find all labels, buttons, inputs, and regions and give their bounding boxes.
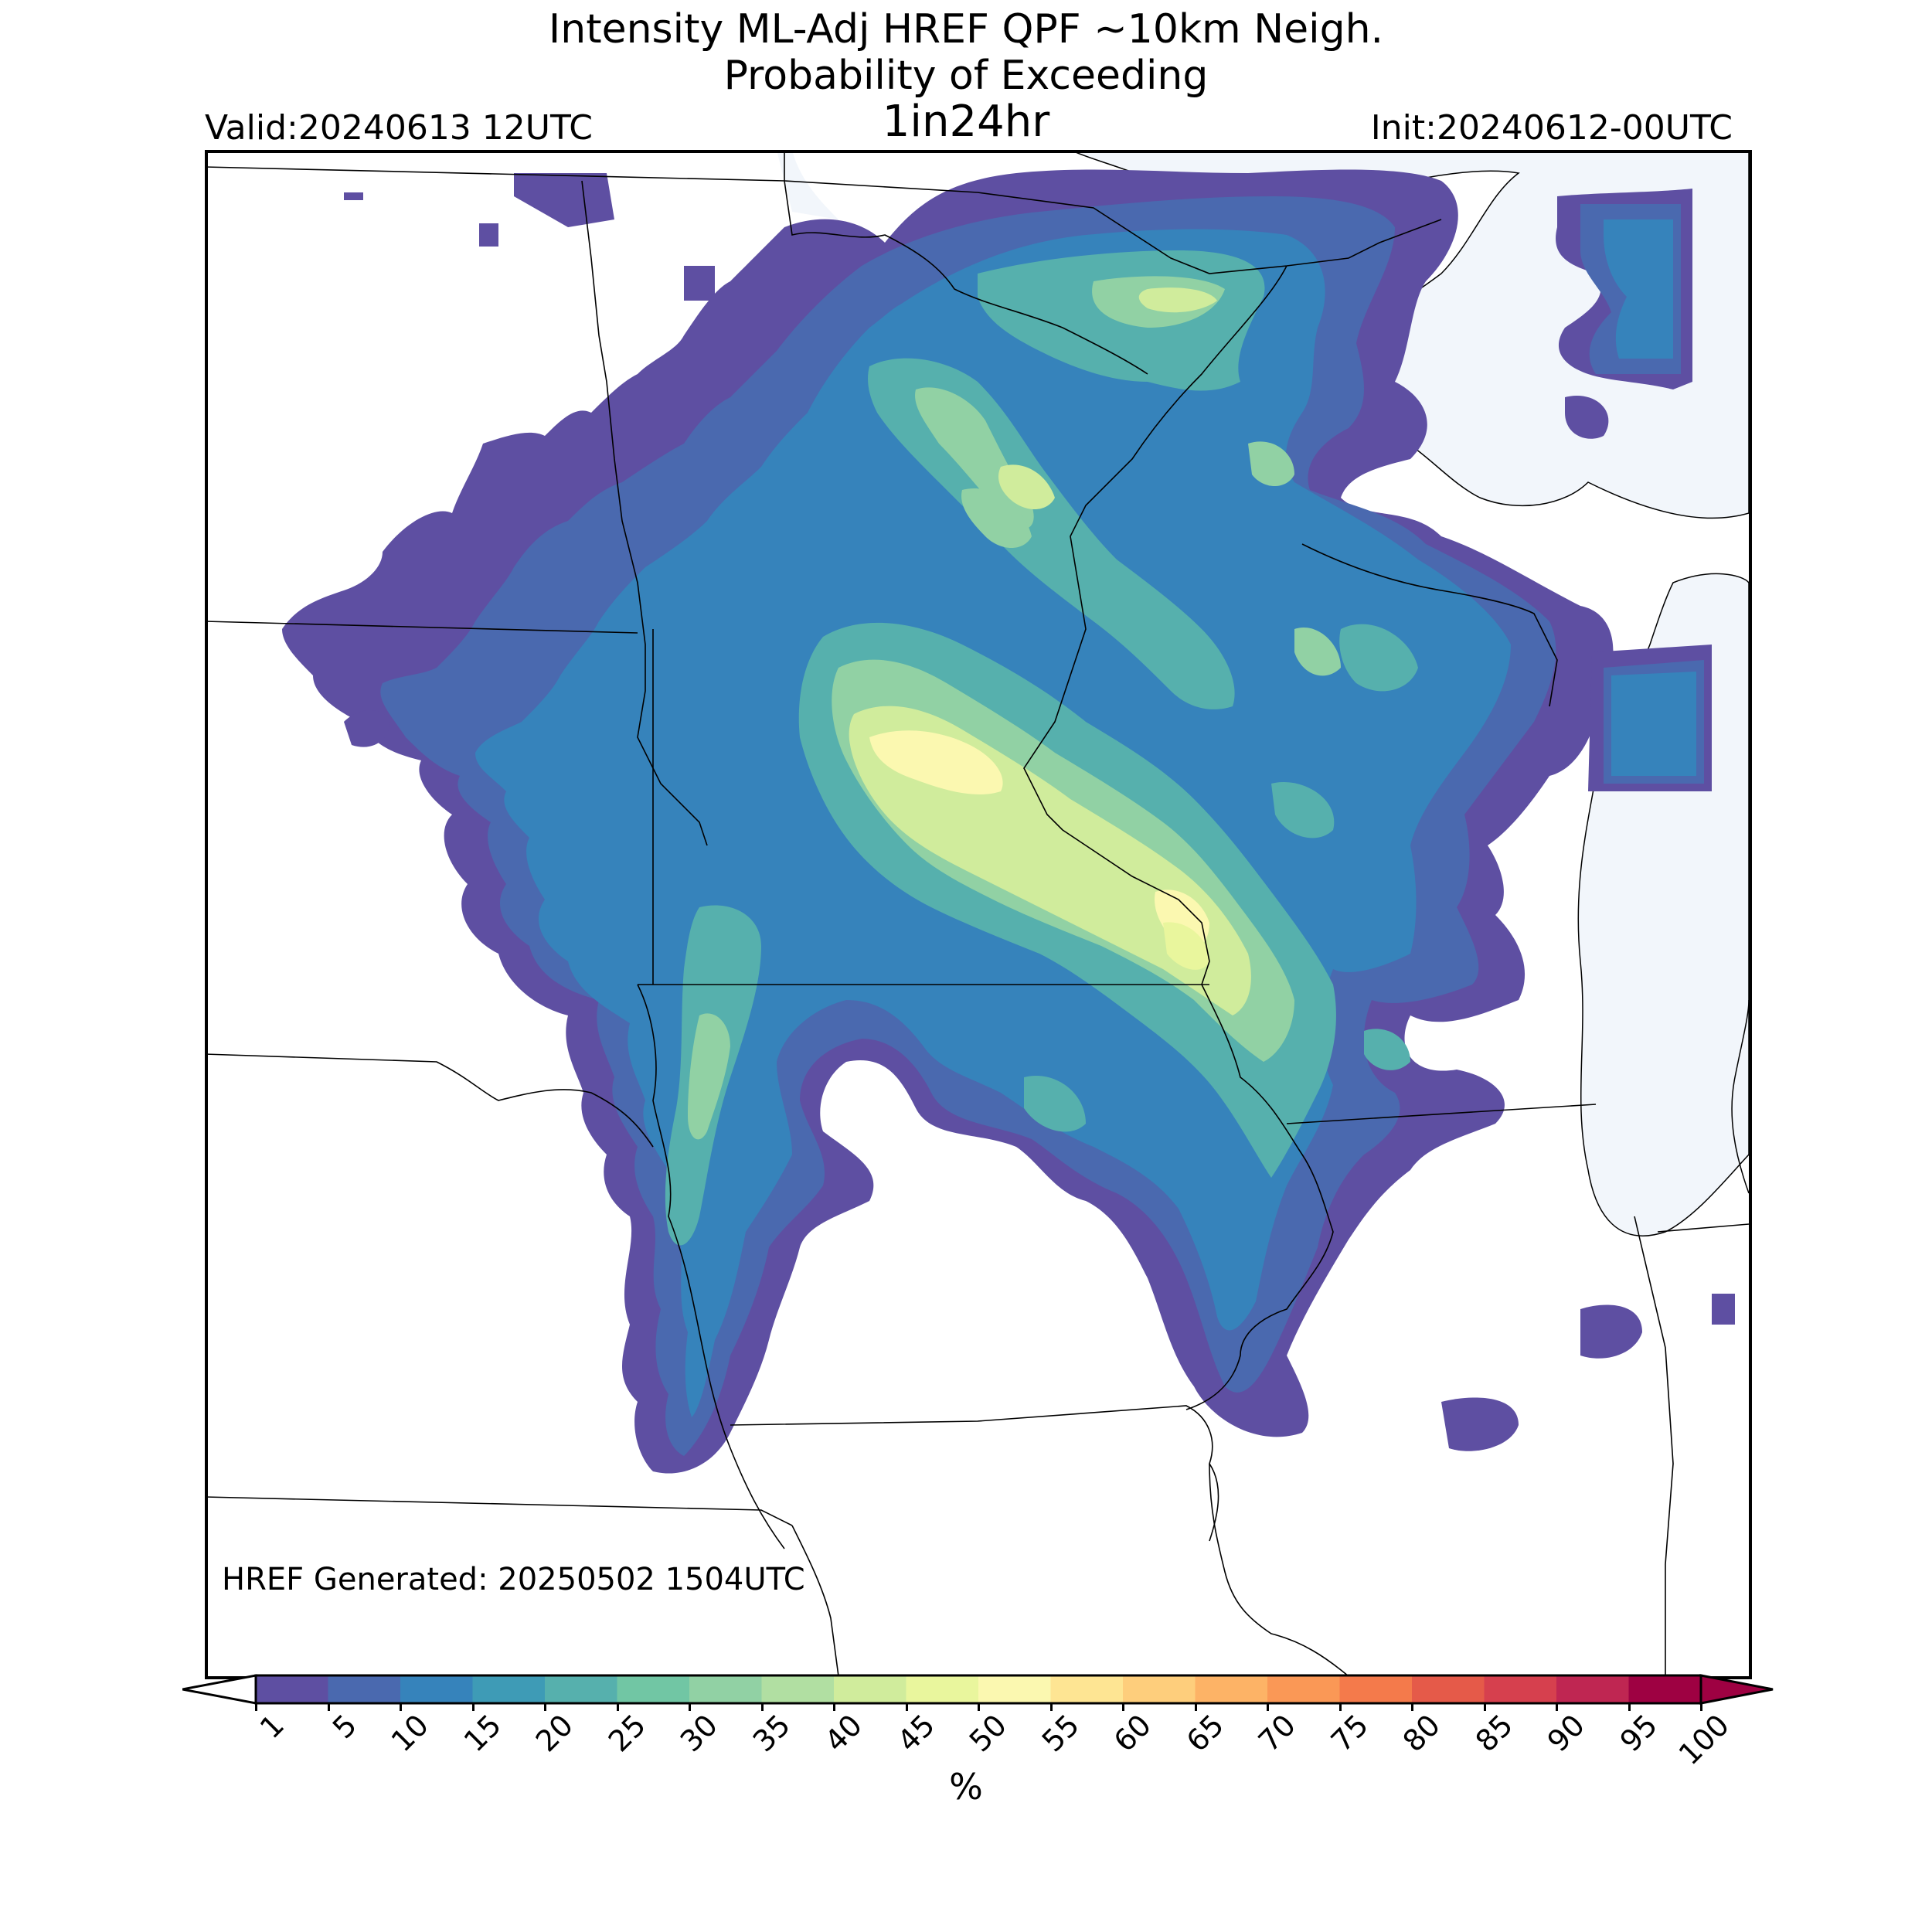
colorbar-cell [1556, 1675, 1629, 1703]
colorbar-tick-mark [1122, 1703, 1124, 1711]
border-nd-mn [581, 180, 708, 846]
prob-band-45-50 [1163, 922, 1209, 970]
colorbar-tick-mark [833, 1703, 835, 1711]
colorbar [182, 1674, 1774, 1705]
border-nd-sd [205, 621, 638, 634]
colorbar-cell [1484, 1675, 1557, 1703]
colorbar-tick-mark [1338, 1703, 1342, 1711]
border-sd-ne [205, 1053, 654, 1148]
colorbar-tick-mark [760, 1703, 764, 1711]
colorbar-cell [689, 1675, 762, 1703]
colorbar-cell [761, 1675, 835, 1703]
colorbar-tick-mark [616, 1703, 619, 1711]
colorbar-tick-mark [1267, 1703, 1269, 1711]
colorbar-cell [617, 1675, 690, 1703]
colorbar-cell [256, 1675, 328, 1703]
colorbar-tick-mark [978, 1703, 980, 1711]
generated-time-label: HREF Generated: 20250502 1504UTC [222, 1562, 805, 1597]
colorbar-cell [1050, 1675, 1124, 1703]
border-canada-us-west [205, 166, 1442, 274]
border-mn-ont [784, 180, 1148, 375]
colorbar-cell [472, 1675, 546, 1703]
colorbar-extend-low [182, 1674, 257, 1705]
border-ia-il [1185, 984, 1334, 1410]
colorbar-tick-mark [1628, 1703, 1631, 1711]
michigan-shore [1731, 999, 1749, 1194]
colorbar-tick-mark [327, 1703, 330, 1711]
colorbar-cell [1628, 1675, 1702, 1703]
political-borders [205, 150, 1749, 1676]
colorbar-tick-mark [1556, 1703, 1558, 1711]
border-wi-mi-up [1301, 543, 1558, 707]
title-line-2: Probability of Exceeding [723, 53, 1209, 99]
border-ne-ks [205, 1496, 793, 1526]
colorbar-tick-mark [689, 1703, 691, 1711]
colorbar-cell [834, 1675, 906, 1703]
colorbar-cells [256, 1675, 1702, 1703]
colorbar-cell [906, 1675, 979, 1703]
init-time-label: Init:20240612-00UTC [1370, 108, 1733, 148]
border-ia-mo [730, 1405, 1219, 1542]
border-ia-west [637, 984, 785, 1549]
colorbar-tick-mark [905, 1703, 908, 1711]
colorbar-tick-mark [471, 1703, 474, 1711]
map-panel [205, 150, 1749, 1676]
colorbar-extend-high [1699, 1674, 1774, 1705]
border-mo-west-south [791, 1525, 839, 1676]
title-line-1: Intensity ML-Adj HREF QPF ~10km Neigh. [548, 6, 1384, 53]
colorbar-tick-mark [1049, 1703, 1053, 1711]
colorbar-cell [978, 1675, 1051, 1703]
colorbar-tick-mark [1700, 1703, 1702, 1711]
colorbar-tick-mark [1483, 1703, 1486, 1711]
lake-winnipeg-edge [777, 150, 838, 219]
colorbar-tick-mark [255, 1703, 257, 1711]
colorbar-cell [400, 1675, 473, 1703]
probability-field [282, 169, 1735, 1474]
colorbar-cell [328, 1675, 401, 1703]
colorbar-tick-mark [400, 1703, 402, 1711]
title-line-3: 1in24hr [882, 97, 1050, 147]
colorbar-cell [1339, 1675, 1413, 1703]
border-mn-wi-north [1023, 265, 1287, 985]
colorbar-cell [1195, 1675, 1268, 1703]
colorbar-cell [1412, 1675, 1485, 1703]
colorbar-cell [1267, 1675, 1340, 1703]
colorbar-cell [545, 1675, 617, 1703]
border-mi-in [1657, 1223, 1749, 1233]
valid-time-label: Valid:20240613 12UTC [205, 108, 594, 148]
colorbar-tick-mark [1411, 1703, 1413, 1711]
map-svg [205, 150, 1749, 1676]
colorbar-tick-mark [1194, 1703, 1197, 1711]
border-wi-il [1286, 1104, 1597, 1124]
border-mo-east [1209, 1463, 1349, 1676]
colorbar-units-label: % [949, 1766, 983, 1808]
colorbar-cell [1123, 1675, 1196, 1703]
colorbar-tick-mark [544, 1703, 546, 1711]
border-il-in [1634, 1216, 1674, 1676]
